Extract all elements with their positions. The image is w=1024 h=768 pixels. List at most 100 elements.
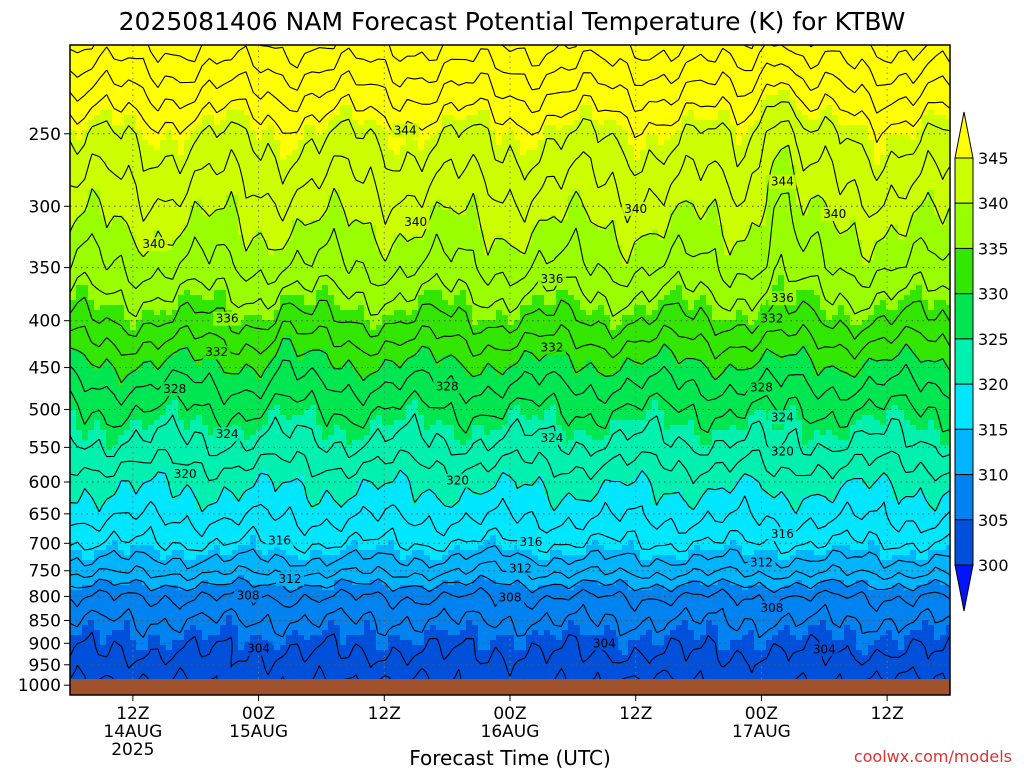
- fill-cell: [934, 630, 947, 636]
- fill-cell: [730, 110, 761, 116]
- fill-cell: [70, 660, 950, 666]
- fill-cell: [394, 480, 413, 486]
- fill-cell: [946, 490, 950, 496]
- fill-cell: [238, 640, 251, 646]
- fill-cell: [94, 495, 113, 501]
- fill-cell: [70, 225, 131, 231]
- contour-label-bg: [768, 291, 797, 306]
- fill-cell: [70, 405, 167, 411]
- fill-cell: [466, 620, 473, 626]
- fill-cell: [610, 320, 623, 326]
- fill-cell: [592, 310, 605, 316]
- fill-cell: [850, 430, 941, 436]
- fill-cell: [556, 295, 575, 301]
- fill-cell: [868, 585, 893, 591]
- fill-cell: [754, 410, 767, 416]
- fill-cell: [616, 230, 653, 236]
- fill-cell: [610, 315, 623, 321]
- fill-cell: [586, 365, 599, 371]
- fill-cell: [376, 630, 425, 636]
- fill-cell: [766, 215, 833, 221]
- fill-cell: [874, 415, 887, 421]
- fill-cell: [346, 210, 431, 216]
- fill-cell: [772, 495, 779, 501]
- fill-cell: [322, 630, 341, 636]
- fill-cell: [70, 80, 950, 86]
- fill-cell: [730, 645, 755, 651]
- fill-cell: [490, 245, 515, 251]
- fill-cell: [610, 625, 677, 631]
- fill-cell: [766, 95, 791, 101]
- fill-cell: [688, 420, 695, 426]
- fill-cell: [592, 110, 689, 116]
- fill-cell: [454, 425, 473, 431]
- contour-label: 324: [768, 410, 797, 425]
- fill-cell: [658, 235, 665, 241]
- fill-cell: [442, 295, 455, 301]
- fill-cell: [190, 135, 257, 141]
- fill-cell: [310, 550, 323, 556]
- fill-cell: [556, 410, 647, 416]
- contour-label-bg: [139, 237, 168, 252]
- fill-cell: [658, 350, 671, 356]
- contour-label-text: 316: [771, 527, 794, 541]
- fill-cell: [676, 625, 689, 631]
- fill-cell: [238, 320, 371, 326]
- fill-cell: [424, 290, 443, 296]
- contour-label-text: 336: [216, 312, 239, 326]
- fill-cell: [256, 535, 491, 541]
- fill-cell: [856, 635, 881, 641]
- colorbar-label: 330: [978, 285, 1009, 304]
- fill-cell: [388, 255, 623, 261]
- fill-cell: [70, 145, 155, 151]
- fill-cell: [190, 220, 239, 226]
- fill-cell: [454, 435, 473, 441]
- fill-cell: [886, 300, 899, 306]
- fill-cell: [820, 370, 845, 376]
- fill-cell: [928, 495, 941, 501]
- fill-cell: [646, 145, 785, 151]
- fill-cell: [604, 630, 617, 636]
- contour-label: 340: [139, 237, 168, 252]
- fill-cell: [526, 415, 533, 421]
- fill-cell: [142, 250, 149, 256]
- fill-cell: [778, 275, 785, 281]
- fill-cell: [400, 145, 419, 151]
- fill-cell: [172, 245, 245, 251]
- fill-cell: [388, 145, 401, 151]
- fill-cell: [436, 490, 461, 496]
- fill-cell: [76, 415, 161, 421]
- fill-cell: [778, 495, 791, 501]
- fill-cell: [70, 440, 107, 446]
- fill-cell: [934, 420, 950, 426]
- fill-cell: [760, 105, 797, 111]
- fill-cell: [250, 125, 269, 131]
- contour-label-bg: [506, 561, 535, 576]
- contour-label: 328: [160, 382, 189, 397]
- fill-cell: [796, 415, 863, 421]
- fill-cell: [916, 350, 950, 356]
- fill-cell: [652, 495, 665, 501]
- fill-cell: [214, 295, 227, 301]
- fill-cell: [862, 320, 950, 326]
- fill-cell: [76, 425, 95, 431]
- fill-cell: [154, 310, 161, 316]
- fill-cell: [322, 435, 329, 441]
- fill-cell: [202, 420, 269, 426]
- fill-cell: [694, 110, 719, 116]
- fill-cell: [310, 495, 323, 501]
- fill-cell: [916, 205, 935, 211]
- fill-cell: [376, 230, 425, 236]
- fill-cell: [832, 545, 851, 551]
- fill-cell: [112, 445, 950, 451]
- fill-cell: [100, 195, 227, 201]
- fill-cell: [202, 360, 221, 366]
- fill-cell: [136, 115, 203, 121]
- fill-cell: [838, 485, 869, 491]
- fill-cell: [898, 305, 929, 311]
- fill-cell: [232, 495, 245, 501]
- fill-cell: [124, 625, 131, 631]
- contour-label-bg: [213, 427, 242, 442]
- fill-cell: [604, 480, 623, 486]
- fill-cell: [748, 315, 761, 321]
